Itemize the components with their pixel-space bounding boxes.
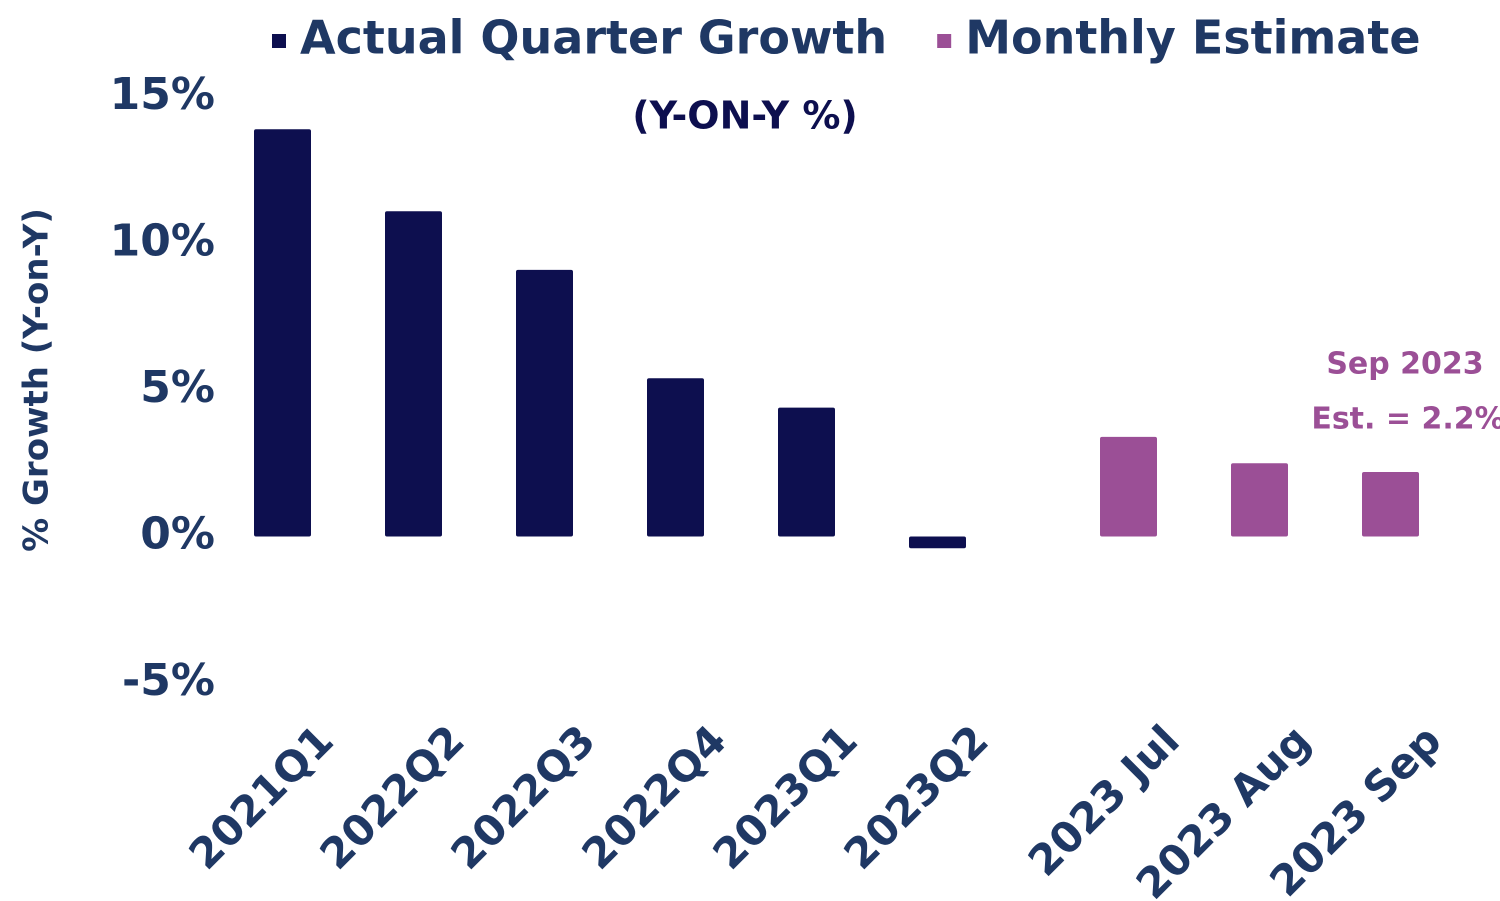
x-tick-label: 2023Q2	[834, 716, 997, 879]
x-tick-label: 2023Q1	[703, 716, 866, 879]
bar	[1100, 436, 1157, 537]
bar	[909, 536, 966, 549]
y-tick-label: 10%	[110, 216, 215, 267]
legend-label: Monthly Estimate	[965, 11, 1420, 65]
x-tick-label: 2022Q4	[572, 716, 735, 879]
x-tick-label: 2022Q3	[441, 716, 604, 879]
y-tick-label: 15%	[110, 69, 215, 120]
annotation: Est. = 2.2%	[1311, 402, 1500, 437]
legend-label: Actual Quarter Growth	[300, 11, 887, 65]
bar	[647, 378, 704, 537]
y-tick-label: 5%	[140, 362, 215, 413]
x-tick-label: 2021Q1	[179, 716, 342, 879]
bar	[1362, 472, 1419, 537]
annotation: Sep 2023	[1326, 347, 1483, 382]
bar	[254, 129, 311, 537]
bar	[1231, 463, 1288, 537]
chart-title: (Y-ON-Y %)	[632, 94, 858, 138]
legend-marker	[272, 34, 286, 48]
y-tick-label: -5%	[122, 655, 215, 706]
bar	[778, 407, 835, 537]
y-tick-label: 0%	[140, 509, 215, 560]
x-tick-label: 2022Q2	[310, 716, 473, 879]
legend-marker	[937, 34, 952, 48]
bar	[385, 211, 442, 537]
bar	[516, 269, 573, 537]
y-axis-label: % Growth (Y-on-Y)	[17, 208, 57, 552]
